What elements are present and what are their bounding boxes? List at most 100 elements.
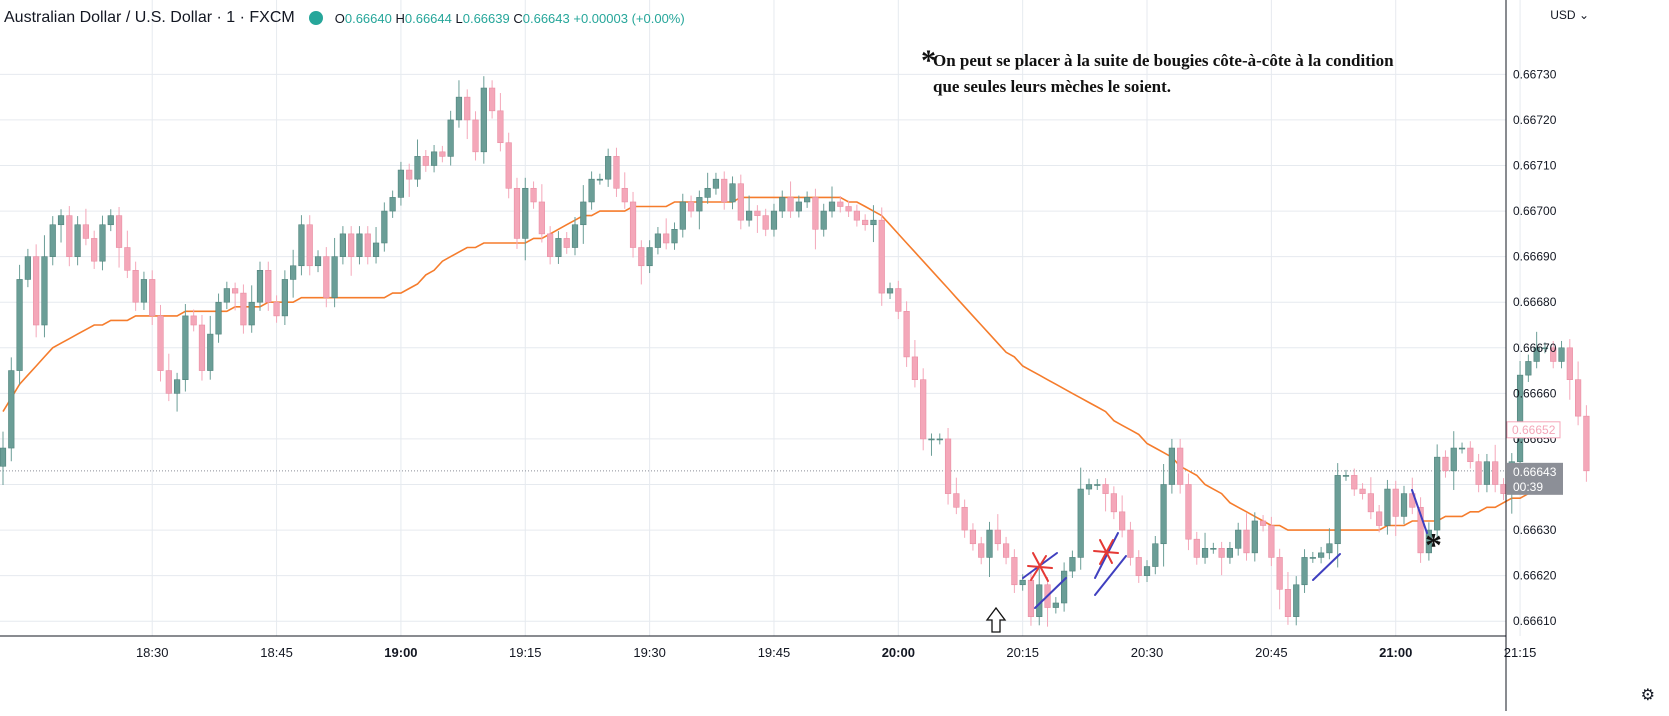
candle-body: [1376, 511, 1383, 526]
y-tick-label: 0.66630: [1513, 523, 1557, 537]
candle-body: [1475, 461, 1482, 485]
candle-body: [804, 197, 811, 203]
x-tick-label: 21:00: [1379, 645, 1412, 660]
candle-body: [1201, 547, 1209, 558]
candle-body: [1276, 557, 1283, 590]
candle-body: [1177, 447, 1184, 485]
x-tick-label: 19:45: [758, 645, 791, 660]
candle-body: [1210, 547, 1217, 550]
market-status-icon: [308, 11, 323, 25]
ma-price-badge: [1506, 421, 1561, 439]
candle-body: [1152, 543, 1159, 567]
y-tick-label: 0.66720: [1513, 113, 1557, 127]
candle-body: [422, 156, 429, 166]
low-label: L: [455, 10, 463, 26]
candle-body: [737, 183, 744, 221]
candle-body: [1318, 552, 1325, 558]
chevron-down-icon: ⌄: [1575, 8, 1589, 22]
candle-body: [513, 187, 521, 239]
y-tick-label: 0.66680: [1513, 295, 1557, 309]
candle-body: [16, 279, 23, 371]
y-tick-label: 0.66700: [1513, 204, 1557, 218]
candle-body: [1019, 579, 1026, 586]
candle-body: [91, 238, 98, 262]
countdown-label: 00:39: [1513, 480, 1543, 494]
candle-body: [1483, 461, 1491, 485]
low-value: 0.66639: [462, 10, 510, 26]
candle-body: [1061, 570, 1068, 604]
candle-body: [961, 506, 968, 531]
candle-body: [0, 447, 7, 467]
candle-body: [232, 288, 239, 294]
candle-body: [480, 87, 487, 153]
x-tick-label: 19:30: [633, 645, 666, 660]
candle-body: [654, 233, 662, 248]
candle-body: [1185, 484, 1192, 540]
asterisk-icon: *: [1425, 527, 1442, 564]
candle-body: [978, 543, 985, 558]
y-tick-label: 0.66670: [1513, 341, 1557, 355]
candle-body: [1533, 347, 1540, 362]
candle-body: [455, 96, 463, 121]
candle-body: [1168, 447, 1175, 485]
gear-icon[interactable]: ⚙: [1640, 687, 1655, 704]
annotation-line-2: que seules leurs mèches le soient.: [933, 77, 1171, 96]
ohlc-values: O0.66640 H0.66644 L0.66639 C0.66643 +0.0…: [335, 11, 685, 26]
candle-body: [1400, 493, 1408, 517]
candle-body: [911, 356, 918, 380]
candle-body: [1550, 347, 1557, 362]
candle-body: [1193, 538, 1200, 558]
candle-body: [1268, 525, 1275, 558]
candle-body: [1541, 347, 1549, 350]
candle-body: [596, 178, 603, 181]
candle-body: [530, 187, 537, 203]
candle-body: [1384, 488, 1391, 526]
candle-body: [870, 219, 877, 226]
candle-body: [140, 279, 148, 303]
x-tick-label: 18:30: [136, 645, 169, 660]
candle-body: [406, 169, 413, 180]
candle-body: [721, 178, 728, 203]
close-value: 0.66643: [522, 10, 570, 26]
candle-body: [82, 224, 89, 239]
currency-selector[interactable]: USD ⌄: [1550, 8, 1589, 22]
candle-body: [580, 201, 587, 226]
candle-body: [372, 242, 380, 257]
symbol-title[interactable]: Australian Dollar / U.S. Dollar · 1 · FX…: [4, 9, 295, 26]
candle-body: [1284, 589, 1292, 617]
annotation-text[interactable]: * On peut se placer à la suite de bougie…: [921, 46, 1533, 100]
candle-body: [223, 288, 230, 303]
x-tick-label: 19:00: [384, 645, 417, 660]
candle-body: [273, 301, 280, 317]
asterisk-icon: *: [921, 44, 936, 77]
candle-body: [165, 370, 172, 394]
x-tick-label: 20:00: [882, 645, 915, 660]
y-tick-label: 0.66730: [1513, 67, 1557, 81]
candle-body: [256, 270, 264, 303]
trend-line-drawing: [1094, 555, 1127, 596]
candle-body: [555, 238, 562, 257]
candle-body: [986, 529, 993, 558]
candle-body: [1516, 374, 1524, 463]
candle-body: [173, 379, 181, 394]
candle-body: [33, 256, 40, 326]
candle-body: [704, 187, 711, 198]
candle-body: [679, 201, 686, 230]
candle-body: [8, 370, 15, 449]
y-tick-label: 0.66660: [1513, 386, 1557, 400]
candle-body: [1094, 484, 1101, 486]
candle-body: [447, 119, 454, 157]
x-tick-label: 21:15: [1504, 645, 1537, 660]
candle-body: [1583, 415, 1590, 472]
candle-body: [745, 210, 753, 221]
candle-body: [1525, 361, 1532, 376]
candle-body: [1500, 484, 1507, 494]
candle-body: [207, 333, 214, 371]
candle-body: [878, 219, 885, 294]
candle-body: [1243, 529, 1250, 554]
candle-body: [1052, 602, 1059, 608]
candle-body: [820, 210, 827, 230]
